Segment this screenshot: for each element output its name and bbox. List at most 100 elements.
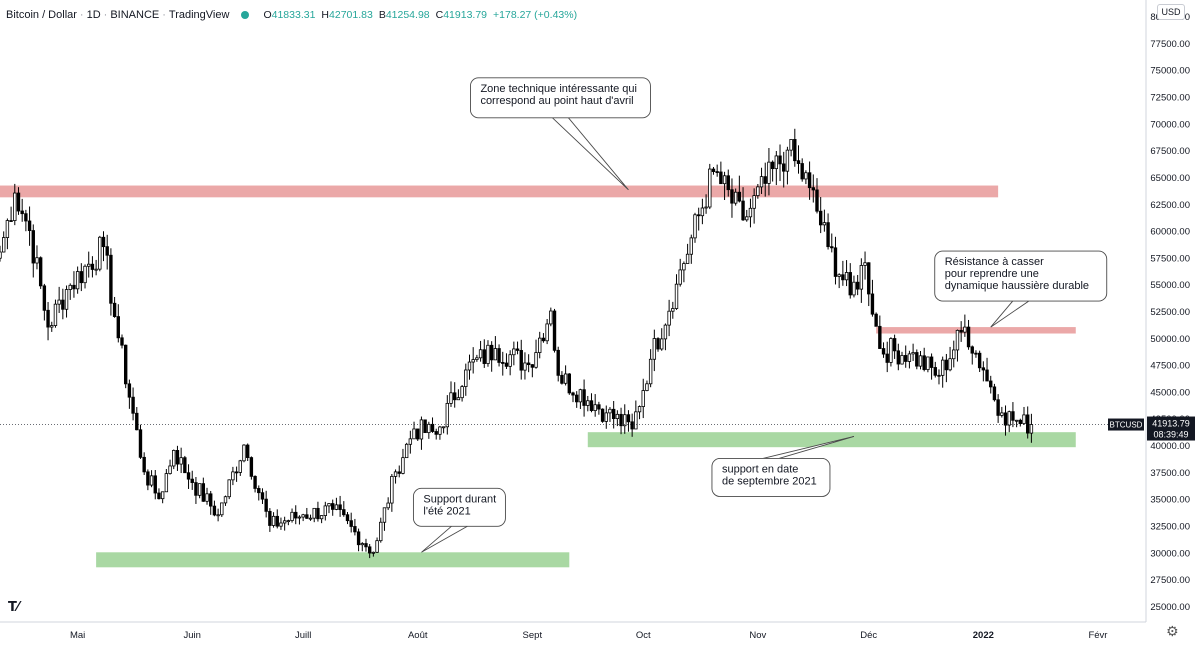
candle-body[interactable] [977, 352, 982, 369]
candle-body[interactable] [397, 471, 401, 474]
candle-body[interactable] [1029, 424, 1034, 434]
candle-body[interactable] [770, 161, 775, 170]
candle-body[interactable] [737, 191, 742, 202]
candle-body[interactable] [785, 149, 790, 172]
candle-body[interactable] [892, 338, 897, 352]
candle-body[interactable] [319, 515, 324, 520]
candle-body[interactable] [696, 214, 701, 217]
candle-body[interactable] [416, 428, 420, 440]
candle-body[interactable] [83, 265, 87, 284]
candle-body[interactable] [482, 349, 486, 364]
candle-body[interactable] [205, 493, 209, 502]
candle-body[interactable] [13, 192, 17, 221]
candle-body[interactable] [867, 262, 871, 295]
candle-body[interactable] [630, 421, 634, 430]
candle-body[interactable] [582, 389, 586, 406]
candle-body[interactable] [852, 281, 856, 296]
candle-body[interactable] [937, 374, 941, 377]
candle-body[interactable] [138, 429, 143, 458]
candle-body[interactable] [75, 271, 80, 290]
candle-body[interactable] [663, 324, 668, 340]
candle-body[interactable] [327, 503, 331, 507]
candle-body[interactable] [168, 465, 172, 475]
candle-body[interactable] [534, 352, 538, 368]
candle-body[interactable] [704, 206, 708, 209]
candle-body[interactable] [981, 367, 986, 371]
candle-body[interactable] [449, 392, 453, 404]
currency-button[interactable]: USD [1157, 4, 1185, 20]
candle-body[interactable] [992, 386, 997, 401]
candle-body[interactable] [660, 338, 664, 350]
candle-body[interactable] [682, 263, 686, 271]
candle-body[interactable] [885, 353, 889, 363]
candle-body[interactable] [260, 492, 265, 500]
candle-body[interactable] [242, 444, 246, 462]
candle-body[interactable] [719, 171, 723, 185]
candle-body[interactable] [460, 386, 464, 399]
candle-body[interactable] [142, 456, 146, 473]
candle-body[interactable] [223, 496, 228, 504]
candle-body[interactable] [179, 457, 183, 465]
candle-body[interactable] [116, 316, 120, 339]
candle-body[interactable] [87, 263, 91, 267]
candle-body[interactable] [316, 507, 320, 520]
candle-body[interactable] [733, 191, 738, 204]
candle-body[interactable] [175, 450, 180, 465]
candle-body[interactable] [234, 471, 239, 474]
candle-body[interactable] [929, 356, 934, 368]
candle-body[interactable] [841, 274, 845, 281]
candle-body[interactable] [253, 475, 257, 489]
candle-body[interactable] [833, 247, 838, 277]
candle-body[interactable] [767, 161, 771, 184]
candle-body[interactable] [438, 426, 442, 435]
candle-body[interactable] [153, 475, 157, 494]
candle-body[interactable] [297, 516, 302, 519]
candle-body[interactable] [700, 207, 705, 217]
candle-body[interactable] [364, 543, 368, 548]
candle-body[interactable] [123, 344, 128, 385]
candle-body[interactable] [64, 289, 69, 310]
candle-body[interactable] [563, 373, 568, 384]
candle-body[interactable] [526, 362, 531, 366]
candle-body[interactable] [209, 493, 213, 507]
candle-body[interactable] [756, 186, 760, 197]
candle-body[interactable] [441, 426, 446, 429]
candle-body[interactable] [604, 412, 608, 422]
candle-body[interactable] [844, 272, 849, 281]
candle-body[interactable] [423, 419, 427, 434]
candle-body[interactable] [926, 356, 930, 370]
candle-body[interactable] [745, 216, 749, 221]
candle-body[interactable] [390, 475, 394, 504]
candle-body[interactable] [5, 220, 10, 238]
candle-body[interactable] [471, 359, 475, 363]
candle-body[interactable] [367, 546, 372, 554]
candle-body[interactable] [515, 348, 520, 351]
candle-body[interactable] [238, 460, 242, 473]
candle-body[interactable] [904, 355, 908, 362]
candle-body[interactable] [493, 348, 498, 361]
candle-body[interactable] [793, 139, 797, 162]
candle-body[interactable] [848, 272, 852, 296]
candle-body[interactable] [323, 505, 328, 516]
candle-body[interactable] [146, 471, 150, 486]
candle-body[interactable] [623, 414, 627, 427]
candle-body[interactable] [796, 160, 801, 164]
candle-body[interactable] [342, 509, 346, 516]
candle-body[interactable] [748, 207, 753, 218]
candle-body[interactable] [46, 309, 50, 328]
candle-body[interactable] [549, 310, 553, 325]
candle-body[interactable] [98, 236, 102, 270]
candle-body[interactable] [157, 492, 161, 500]
candle-body[interactable] [637, 406, 642, 413]
candle-body[interactable] [268, 510, 272, 526]
candle-body[interactable] [79, 271, 84, 284]
candle-body[interactable] [197, 483, 202, 496]
candle-body[interactable] [615, 413, 620, 419]
candle-body[interactable] [915, 352, 919, 367]
candle-body[interactable] [815, 189, 819, 212]
candle-body[interactable] [1000, 412, 1004, 416]
candle-body[interactable] [135, 412, 139, 431]
candle-body[interactable] [24, 213, 28, 222]
candle-body[interactable] [807, 172, 812, 189]
